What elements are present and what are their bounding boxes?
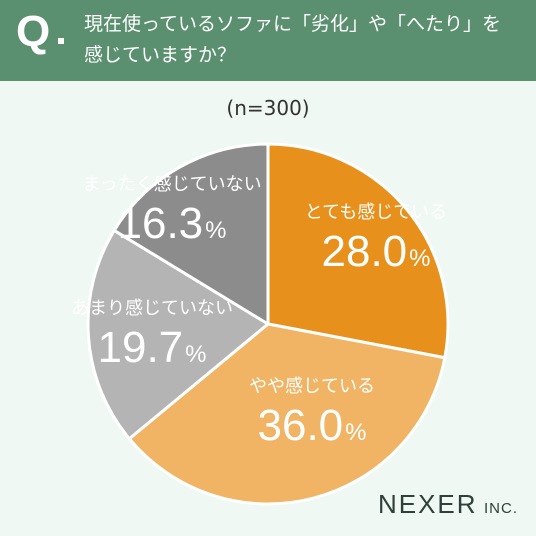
question-line-1: 現在使っているソファに「劣化」や「へたり」を	[84, 13, 502, 35]
pie-slice	[266, 142, 450, 360]
slice-percent-sign: %	[409, 245, 430, 272]
slice-percent-sign: %	[345, 419, 366, 446]
brand-name: NEXER	[377, 489, 478, 519]
slice-label: やや感じている	[249, 376, 375, 397]
question-text: 現在使っているソファに「劣化」や「へたり」を 感じていますか？	[84, 9, 524, 71]
question-line-2: 感じていますか？	[84, 44, 237, 66]
question-mark-dot	[58, 38, 64, 44]
pie-slice	[112, 142, 270, 326]
slice-label: あまり感じていない	[71, 298, 233, 319]
sample-size-label: (n=300)	[226, 96, 310, 120]
slice-label: とても感じている	[305, 202, 448, 223]
brand-suffix: INC.	[484, 500, 518, 517]
question-mark-q: Q	[16, 7, 51, 56]
question-header: Q 現在使っているソファに「劣化」や「へたり」を 感じていますか？	[0, 0, 536, 81]
slice-label: まったく感じていない	[82, 174, 261, 195]
slice-percent-sign: %	[205, 217, 226, 244]
pie-slice	[86, 228, 270, 441]
pie-slice	[127, 322, 447, 506]
brand-logo: NEXER INC.	[378, 489, 518, 520]
slice-percent-sign: %	[185, 341, 206, 368]
